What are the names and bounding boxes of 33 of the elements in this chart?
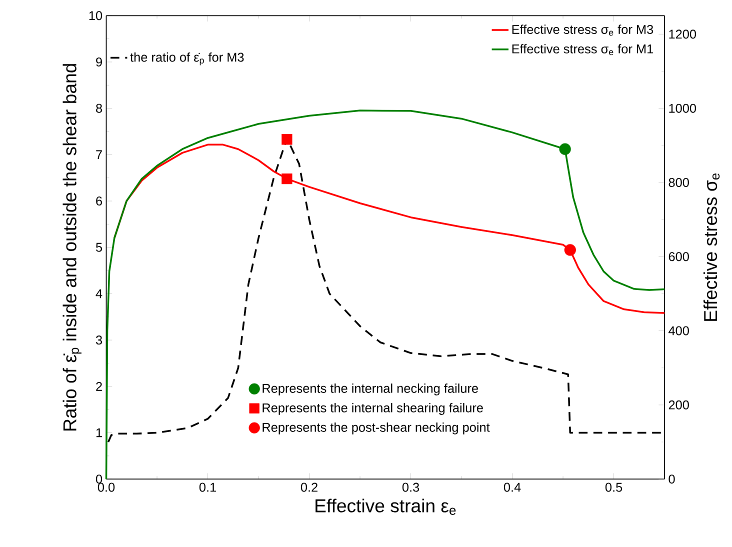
legend-label: the ratio of ε̇$_{p}$ for M3 — [130, 52, 244, 66]
y2-axis-title: Effective stress σ$_{e}$ — [703, 174, 720, 322]
y2-tick-label: 400 — [668, 326, 689, 336]
x-tick-label: 0.3 — [402, 482, 420, 492]
y2-tick-label: 800 — [668, 178, 689, 188]
y-tick-label: 1 — [96, 428, 102, 438]
x-tick-label: 0.0 — [98, 482, 115, 492]
x-tick-label: 0.4 — [504, 482, 521, 492]
y-tick-label: 3 — [96, 336, 102, 345]
legend-label: Effective stress σ$_{e}$ for M3 — [512, 24, 654, 36]
x-axis-title: Effective strain ε$_{e}$ — [316, 498, 456, 516]
y2-tick-label: 200 — [668, 400, 689, 410]
y-tick-label: 8 — [96, 104, 102, 114]
legend-label: Effective stress σ$_{e}$ for M1 — [512, 44, 654, 56]
y-tick-label: 4 — [96, 290, 102, 298]
y-axis-title: Ratio of ε̇$_{p}$ inside and outside the shear band — [62, 64, 82, 431]
y2-tick-label: 0 — [668, 474, 675, 484]
x-tick-label: 0.1 — [199, 482, 216, 492]
legend-label: Represents the post-shear necking point — [262, 422, 490, 435]
x-tick-label: 0.5 — [605, 482, 622, 492]
legend-label: Represents the internal shearing failure — [262, 403, 483, 416]
y-tick-label: 5 — [96, 243, 102, 252]
x-tick-label: 0.2 — [300, 482, 318, 492]
y-tick-label: 9 — [96, 58, 102, 67]
legend-label: Represents the internal necking failure — [262, 384, 478, 396]
y-tick-label: 0 — [96, 474, 102, 484]
y2-tick-label: 600 — [668, 252, 689, 262]
y-tick-label: 10 — [89, 11, 102, 20]
y2-tick-label: 1200 — [669, 30, 696, 39]
y-tick-label: 2 — [96, 382, 102, 392]
y-tick-label: 6 — [96, 196, 102, 206]
y-tick-label: 7 — [96, 150, 102, 160]
y2-tick-label: 1000 — [669, 104, 696, 114]
